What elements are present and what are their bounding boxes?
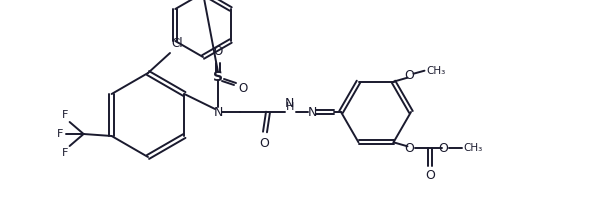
Text: N: N	[307, 106, 317, 119]
Text: CH₃: CH₃	[426, 66, 445, 76]
Text: N: N	[213, 106, 223, 119]
Text: CH₃: CH₃	[464, 143, 483, 153]
Text: Cl: Cl	[171, 37, 182, 50]
Text: H: H	[286, 102, 294, 112]
Text: O: O	[259, 137, 269, 150]
Text: O: O	[439, 142, 448, 155]
Text: O: O	[405, 69, 414, 82]
Text: O: O	[426, 169, 435, 182]
Text: O: O	[405, 142, 414, 155]
Text: N: N	[284, 97, 294, 110]
Text: F: F	[62, 148, 69, 158]
Text: S: S	[213, 70, 223, 84]
Text: F: F	[62, 110, 69, 120]
Text: F: F	[57, 129, 64, 139]
Text: O: O	[238, 81, 247, 95]
Text: O: O	[213, 45, 223, 58]
